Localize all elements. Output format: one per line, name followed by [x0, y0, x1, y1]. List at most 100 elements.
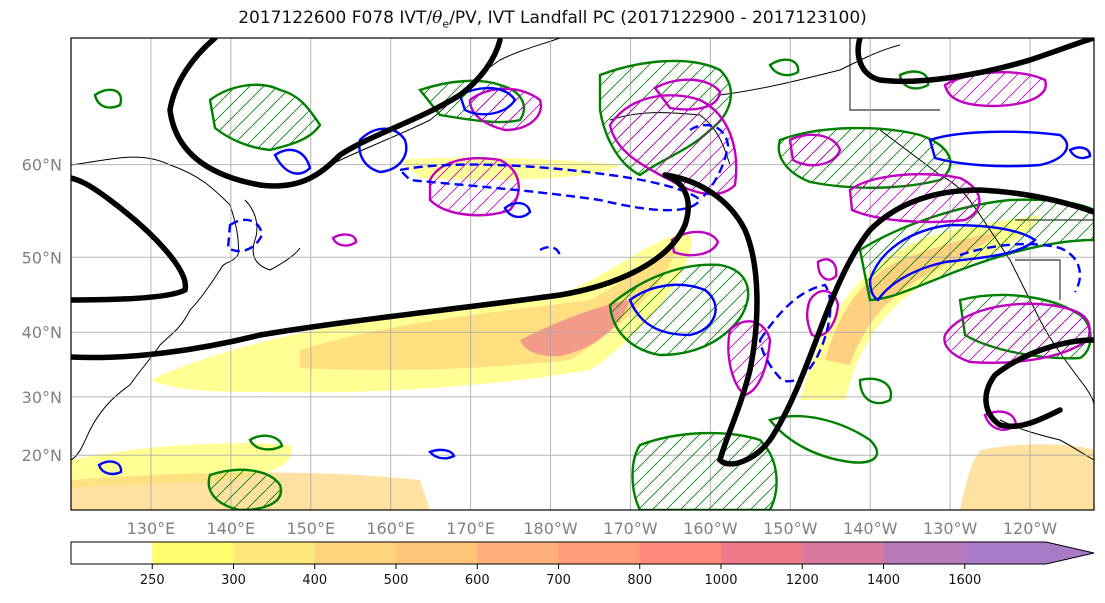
colorbar-label-8: 1200 [786, 573, 819, 588]
theta-e-contour-9 [631, 431, 778, 510]
theta-e-contour-12 [768, 58, 800, 77]
colorbar-label-2: 400 [302, 573, 327, 588]
pv-contour-10 [1068, 146, 1092, 160]
colorbar-label-9: 1400 [867, 573, 900, 588]
lon-label-9: 140°W [843, 519, 898, 538]
colorbar-segment-9 [802, 542, 884, 564]
colorbar-segment-4 [396, 542, 478, 564]
colorbar-label-3: 500 [384, 573, 409, 588]
theta-e-contour-11 [93, 88, 123, 109]
lon-label-2: 150°E [286, 519, 335, 538]
geopotential-contour-6 [983, 337, 1094, 430]
colorbar-label-6: 800 [627, 573, 652, 588]
colorbar-outline [70, 541, 1095, 565]
pv-contour-5 [868, 223, 1037, 302]
geopotential-contour-2 [71, 175, 189, 303]
lon-label-4: 170°E [446, 519, 495, 538]
map-title: 2017122600 F078 IVT/θe/PV, IVT Landfall … [0, 8, 1105, 30]
title-theta: θ [432, 8, 443, 28]
ivt-band-south-east [960, 444, 1094, 510]
pv-contour-7 [503, 201, 532, 219]
theta-e-contour-10 [767, 414, 879, 464]
pv-negative-contour-4 [758, 283, 832, 383]
lat-label-0: 20°N [22, 446, 62, 465]
colorbar [70, 541, 1095, 569]
colorbar-segment-7 [639, 542, 722, 564]
colorbar-segment-1 [152, 542, 234, 564]
colorbar-segment-2 [233, 542, 316, 564]
colorbar-label-7: 1000 [704, 573, 737, 588]
geopotential-contour-4 [662, 172, 1094, 467]
pv-contour-4 [628, 283, 717, 337]
pv-contour-1 [273, 148, 312, 175]
latitude-labels: 20°N 30°N 40°N 50°N 60°N [22, 156, 62, 466]
colorbar-labels: 250 300 400 500 600 700 800 1000 1200 1400 1600 [140, 573, 981, 588]
colorbar-label-0: 250 [140, 573, 165, 588]
geopotential-contour-3 [167, 38, 503, 189]
lon-label-11: 120°W [1003, 519, 1058, 538]
pv-negative-contour-2 [689, 123, 730, 201]
theta-e-contour-1 [208, 83, 322, 152]
colorbar-label-10: 1600 [948, 573, 981, 588]
colorbar-segment-10 [883, 542, 966, 564]
lat-label-2: 40°N [22, 323, 62, 342]
colorbar-segment-3 [314, 542, 397, 564]
pv-contours [97, 86, 1092, 476]
lon-label-7: 160°W [683, 519, 738, 538]
pv-negative-contour-1 [397, 163, 702, 212]
colorbar-label-5: 700 [546, 573, 571, 588]
colorbar-segment-8 [721, 542, 803, 564]
alaska-south-coast [719, 44, 901, 96]
theta-e-contour-8 [207, 468, 283, 510]
pv-negative-contour-3 [226, 218, 264, 253]
ivt-pc-contours [331, 71, 1091, 431]
geopotential-contour-5 [855, 38, 1094, 85]
ivt-pc-contour-11 [670, 230, 720, 257]
ivt-pc-contour-13 [331, 233, 358, 247]
lon-label-10: 130°W [923, 519, 978, 538]
map-content [71, 38, 1094, 510]
title-theta-subscript: e [442, 17, 450, 31]
theta-e-contour-14 [858, 377, 893, 405]
longitude-labels: 130°E 140°E 150°E 160°E 170°E 180°W 170°W 160°W… [127, 519, 1058, 538]
colorbar-label-1: 300 [221, 573, 246, 588]
lon-label-1: 140°E [207, 519, 256, 538]
colorbar-segment-6 [558, 542, 641, 564]
colorbar-extend-arrow [1046, 542, 1094, 564]
map-frame [70, 37, 1095, 511]
ivt-pc-contour-4 [653, 78, 722, 111]
theta-e-contour-4 [608, 263, 750, 357]
ivt-pc-contour-6 [788, 133, 842, 167]
colorbar-segment-5 [477, 542, 559, 564]
pv-contour-3 [458, 86, 517, 116]
pv-negative-contour-6 [539, 246, 562, 259]
pv-contour-2 [358, 127, 408, 174]
lon-label-5: 180°W [523, 519, 578, 538]
lon-label-0: 130°E [127, 519, 176, 538]
pv-contour-6 [928, 130, 1069, 168]
lon-label-6: 170°W [603, 519, 658, 538]
lat-label-4: 60°N [22, 156, 62, 175]
ivt-pc-contour-5 [848, 173, 981, 224]
ivt-band-east-outer [800, 215, 1040, 400]
lon-label-3: 160°E [366, 519, 415, 538]
title-suffix: /PV, IVT Landfall PC (2017122900 - 20171… [449, 8, 867, 28]
title-prefix: 2017122600 F078 IVT/ [238, 8, 433, 28]
colorbar-segment-0 [71, 542, 153, 564]
pv-contour-9 [427, 448, 456, 460]
lon-label-8: 150°W [763, 519, 818, 538]
geopotential-contour-1 [71, 172, 691, 361]
colorbar-label-4: 600 [465, 573, 490, 588]
alaska-border [849, 38, 940, 111]
geopotential-contours [71, 38, 1094, 467]
ivt-pc-contour-3 [608, 94, 738, 196]
ivt-pc-contour-14 [816, 258, 838, 281]
ivt-band-main-core [520, 300, 630, 357]
colorbar-segment-11 [964, 542, 1047, 564]
asia-coast [71, 156, 239, 461]
lat-label-1: 30°N [22, 388, 62, 407]
lat-label-3: 50°N [22, 248, 62, 267]
pv-contour-8 [97, 460, 123, 476]
ivt-pc-contour-10 [806, 289, 840, 338]
